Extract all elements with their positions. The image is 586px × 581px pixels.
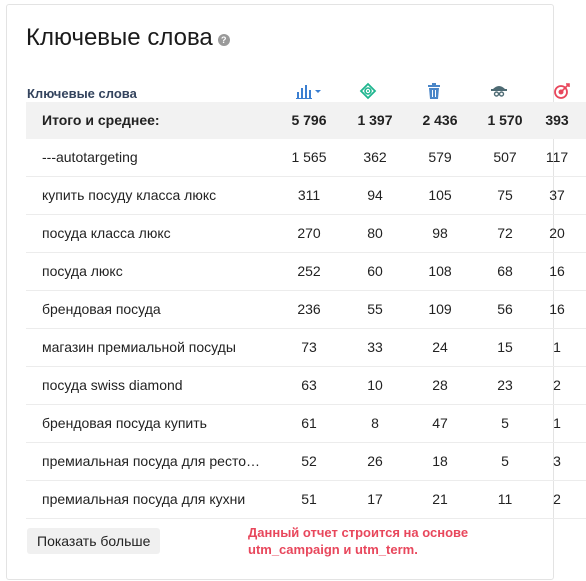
keyword-cell: брендовая посуда	[42, 301, 161, 317]
value-cell: 2	[553, 491, 561, 507]
keywords-table: Ключевые слова	[26, 80, 586, 519]
value-cell: 75	[497, 187, 513, 203]
value-cell: 20	[549, 225, 565, 241]
value-cell: 21	[432, 491, 448, 507]
value-cell: 55	[367, 301, 383, 317]
value-cell: 11	[497, 491, 513, 507]
help-icon[interactable]: ?	[217, 34, 230, 46]
value-cell: 68	[497, 263, 513, 279]
value-cell: 117	[545, 149, 569, 165]
value-cell: 108	[428, 263, 452, 279]
total-row: Итого и среднее: 5 796 1 397 2 436 1 570…	[26, 102, 586, 139]
value-cell: 252	[297, 263, 321, 279]
value-cell: 1	[553, 415, 561, 431]
goal-icon	[553, 82, 571, 100]
value-cell: 362	[363, 149, 387, 165]
value-cell: 33	[367, 339, 383, 355]
value-cell: 51	[301, 491, 317, 507]
page-title: Ключевые слова ?	[26, 24, 230, 52]
visitor-icon	[490, 82, 508, 100]
value-cell: 5	[501, 453, 509, 469]
value-cell: 56	[497, 301, 513, 317]
table-row[interactable]: ---autotargeting 1 565 362 579 507 117	[26, 139, 586, 177]
table-row[interactable]: посуда люкс 252 60 108 68 16	[26, 253, 586, 291]
total-value: 2 436	[422, 112, 458, 128]
value-cell: 28	[432, 377, 448, 393]
total-value: 5 796	[291, 112, 327, 128]
value-cell: 52	[301, 453, 317, 469]
total-value: 1 397	[357, 112, 393, 128]
value-cell: 2	[553, 377, 561, 393]
value-cell: 579	[428, 149, 452, 165]
value-cell: 1	[553, 339, 561, 355]
value-cell: 24	[432, 339, 448, 355]
keyword-cell: купить посуду класса люкс	[42, 187, 217, 203]
keyword-cell: брендовая посуда купить	[42, 415, 207, 431]
note-line: Данный отчет строится на основе	[248, 525, 469, 540]
value-cell: 17	[367, 491, 383, 507]
value-cell: 270	[297, 225, 321, 241]
value-cell: 47	[432, 415, 448, 431]
value-cell: 10	[367, 377, 383, 393]
value-cell: 236	[297, 301, 321, 317]
value-cell: 23	[497, 377, 513, 393]
value-cell: 15	[497, 339, 513, 355]
value-cell: 94	[367, 187, 383, 203]
value-cell: 16	[549, 301, 565, 317]
header-keywords-label: Ключевые слова	[27, 86, 137, 101]
keyword-cell: посуда swiss diamond	[42, 377, 183, 393]
value-cell: 5	[501, 415, 509, 431]
table-header: Ключевые слова	[26, 80, 586, 102]
keyword-cell: премиальная посуда для ресто…	[42, 453, 261, 469]
value-cell: 63	[301, 377, 317, 393]
table-row[interactable]: премиальная посуда для ресто… 52 26 18 5…	[26, 443, 586, 481]
keywords-card	[6, 4, 554, 580]
value-cell: 80	[367, 225, 383, 241]
total-value: 1 570	[487, 112, 523, 128]
total-label: Итого и среднее:	[42, 112, 160, 128]
note-line: utm_campaign и utm_term.	[248, 542, 418, 557]
value-cell: 109	[428, 301, 452, 317]
value-cell: 507	[493, 149, 517, 165]
value-cell: 311	[297, 187, 321, 203]
value-cell: 105	[428, 187, 452, 203]
value-cell: 26	[367, 453, 383, 469]
value-cell: 8	[371, 415, 379, 431]
bar-chart-sort-icon[interactable]	[296, 82, 321, 100]
trash-icon	[425, 82, 443, 100]
value-cell: 61	[301, 415, 317, 431]
utm-note: Данный отчет строится на основе utm_camp…	[248, 524, 468, 558]
table-row[interactable]: брендовая посуда 236 55 109 56 16	[26, 291, 586, 329]
value-cell: 60	[367, 263, 383, 279]
value-cell: 73	[301, 339, 317, 355]
keyword-cell: магазин премиальной посуды	[42, 339, 236, 355]
target-icon	[359, 82, 377, 100]
total-value: 393	[545, 112, 569, 128]
keyword-cell: ---autotargeting	[42, 149, 138, 165]
table-row[interactable]: магазин премиальной посуды 73 33 24 15 1	[26, 329, 586, 367]
value-cell: 16	[549, 263, 565, 279]
table-row[interactable]: посуда swiss diamond 63 10 28 23 2	[26, 367, 586, 405]
keyword-cell: посуда класса люкс	[42, 225, 171, 241]
value-cell: 18	[432, 453, 448, 469]
value-cell: 98	[432, 225, 448, 241]
value-cell: 1 565	[291, 149, 327, 165]
title-text: Ключевые слова	[26, 24, 213, 51]
table-row[interactable]: посуда класса люкс 270 80 98 72 20	[26, 215, 586, 253]
table-row[interactable]: купить посуду класса люкс 311 94 105 75 …	[26, 177, 586, 215]
value-cell: 37	[549, 187, 565, 203]
value-cell: 3	[553, 453, 561, 469]
keyword-cell: премиальная посуда для кухни	[42, 491, 246, 507]
value-cell: 72	[497, 225, 513, 241]
table-row[interactable]: премиальная посуда для кухни 51 17 21 11…	[26, 481, 586, 519]
keyword-cell: посуда люкс	[42, 263, 123, 279]
table-row[interactable]: брендовая посуда купить 61 8 47 5 1	[26, 405, 586, 443]
show-more-button[interactable]: Показать больше	[27, 528, 161, 554]
